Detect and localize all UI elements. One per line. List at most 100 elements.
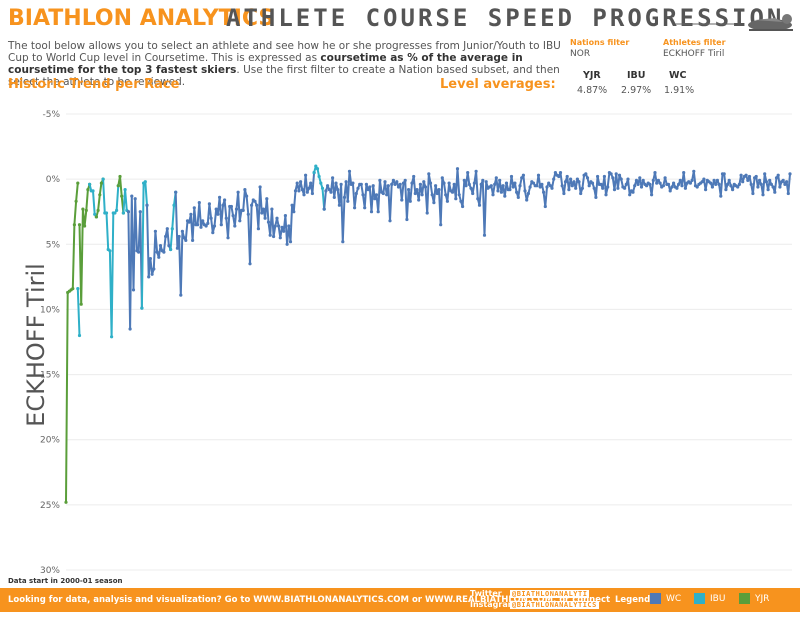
data-point-wc[interactable] <box>201 219 205 223</box>
data-point-wc[interactable] <box>518 184 522 188</box>
data-point-wc[interactable] <box>405 217 409 222</box>
data-point-wc[interactable] <box>650 193 654 197</box>
data-point-wc[interactable] <box>547 181 551 185</box>
data-point-wc[interactable] <box>212 224 217 228</box>
footer-cta[interactable]: Looking for data, analysis and visualiza… <box>8 595 611 605</box>
data-point-wc[interactable] <box>326 184 330 188</box>
data-point-wc[interactable] <box>344 180 348 184</box>
data-point-wc[interactable] <box>651 178 655 182</box>
data-point-wc[interactable] <box>590 181 595 185</box>
data-point-wc[interactable] <box>521 173 526 177</box>
data-point-yjr[interactable] <box>71 287 75 291</box>
data-point-wc[interactable] <box>152 267 156 271</box>
data-point-wc[interactable] <box>756 185 760 189</box>
data-point-wc[interactable] <box>408 199 412 203</box>
data-point-wc[interactable] <box>366 188 370 192</box>
legend-item-yjr[interactable]: YJR <box>739 593 769 604</box>
data-point-wc[interactable] <box>339 182 343 186</box>
data-point-wc[interactable] <box>601 186 605 190</box>
data-point-yjr[interactable] <box>72 223 76 227</box>
data-point-wc[interactable] <box>258 185 262 189</box>
data-point-wc[interactable] <box>695 185 699 189</box>
data-point-wc[interactable] <box>542 190 546 194</box>
data-point-wc[interactable] <box>557 174 561 179</box>
series-line-yjr[interactable] <box>65 183 79 503</box>
data-point-wc[interactable] <box>268 233 272 237</box>
data-point-wc[interactable] <box>226 236 230 240</box>
data-point-wc[interactable] <box>712 178 716 182</box>
data-point-wc[interactable] <box>238 219 242 223</box>
athletes-filter[interactable]: ECKHOFF Tiril <box>663 49 725 59</box>
data-point-ibu[interactable] <box>104 211 109 215</box>
data-point-wc[interactable] <box>717 182 721 186</box>
data-point-wc[interactable] <box>606 185 610 189</box>
data-point-wc[interactable] <box>450 190 455 194</box>
data-point-wc[interactable] <box>374 193 379 197</box>
data-point-wc[interactable] <box>302 193 306 197</box>
data-point-wc[interactable] <box>548 184 553 188</box>
data-point-wc[interactable] <box>462 178 466 182</box>
data-point-wc[interactable] <box>513 181 517 185</box>
data-point-wc[interactable] <box>682 171 686 175</box>
data-point-wc[interactable] <box>678 178 682 182</box>
data-point-wc[interactable] <box>445 199 449 203</box>
data-point-wc[interactable] <box>179 293 183 297</box>
data-point-wc[interactable] <box>347 169 352 173</box>
data-point-wc[interactable] <box>482 233 487 237</box>
data-point-wc[interactable] <box>420 193 424 197</box>
data-point-wc[interactable] <box>511 185 515 189</box>
data-point-wc[interactable] <box>570 184 574 188</box>
data-point-wc[interactable] <box>417 198 421 202</box>
data-point-wc[interactable] <box>234 207 239 211</box>
data-point-wc[interactable] <box>214 207 218 211</box>
data-point-wc[interactable] <box>565 174 569 179</box>
data-point-wc[interactable] <box>361 193 365 197</box>
data-point-wc[interactable] <box>427 172 431 176</box>
data-point-wc[interactable] <box>236 190 240 194</box>
data-point-wc[interactable] <box>371 184 375 188</box>
data-point-wc[interactable] <box>467 182 471 186</box>
data-point-yjr[interactable] <box>74 199 78 203</box>
data-point-wc[interactable] <box>496 189 500 193</box>
data-point-wc[interactable] <box>614 172 618 176</box>
data-point-wc[interactable] <box>150 272 154 276</box>
data-point-wc[interactable] <box>381 191 385 196</box>
data-point-ibu[interactable] <box>172 203 176 207</box>
data-point-wc[interactable] <box>295 181 299 185</box>
data-point-wc[interactable] <box>658 181 662 185</box>
data-point-yjr[interactable] <box>120 194 124 198</box>
data-point-wc[interactable] <box>231 214 235 218</box>
data-point-wc[interactable] <box>763 172 767 176</box>
data-point-wc[interactable] <box>633 184 637 188</box>
data-point-wc[interactable] <box>575 177 580 181</box>
data-point-wc[interactable] <box>187 220 191 224</box>
data-point-wc[interactable] <box>558 171 563 175</box>
data-point-wc[interactable] <box>273 224 277 228</box>
data-point-wc[interactable] <box>177 234 181 239</box>
data-point-wc[interactable] <box>131 288 136 292</box>
data-point-wc[interactable] <box>246 212 250 216</box>
data-point-ibu[interactable] <box>110 335 114 339</box>
data-point-wc[interactable] <box>293 189 298 193</box>
data-point-wc[interactable] <box>645 184 649 188</box>
data-point-wc[interactable] <box>385 193 389 197</box>
data-point-wc[interactable] <box>454 197 458 201</box>
data-point-wc[interactable] <box>656 178 661 182</box>
data-point-wc[interactable] <box>536 173 541 177</box>
data-point-wc[interactable] <box>550 186 554 190</box>
legend-item-wc[interactable]: WC <box>650 593 681 604</box>
series-line-wc[interactable] <box>146 205 172 278</box>
data-point-wc[interactable] <box>216 212 220 216</box>
data-point-wc[interactable] <box>469 186 473 190</box>
data-point-wc[interactable] <box>692 169 696 173</box>
data-point-wc[interactable] <box>359 182 363 186</box>
data-point-wc[interactable] <box>354 191 358 196</box>
data-point-yjr[interactable] <box>76 181 80 185</box>
data-point-wc[interactable] <box>332 195 336 199</box>
data-point-wc[interactable] <box>400 198 404 202</box>
data-point-wc[interactable] <box>525 198 529 202</box>
data-point-wc[interactable] <box>736 185 740 189</box>
data-point-ibu[interactable] <box>91 189 95 193</box>
data-point-wc[interactable] <box>245 194 249 198</box>
data-point-yjr[interactable] <box>86 188 90 192</box>
